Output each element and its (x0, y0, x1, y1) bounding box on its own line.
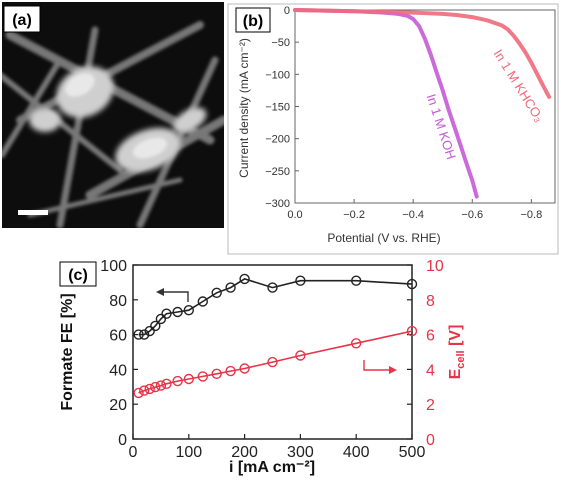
chart-b-x-tick-label: −0.8 (521, 209, 543, 221)
chart-c-point-fe (211, 287, 222, 298)
chart-c-point-fe (406, 278, 418, 290)
chart-b-x-tick-label: −0.6 (461, 209, 483, 221)
chart-c-x-tick-label: 200 (231, 444, 258, 461)
chart-c-point-ecell (161, 378, 172, 389)
chart-c-point-ecell (138, 385, 150, 396)
chart-c-left-y-tick-label: 0 (118, 432, 127, 449)
chart-c-point-ecell (225, 365, 236, 377)
chart-c-right-y-tick-label: 6 (426, 328, 435, 345)
chart-c-series-line-ecell (138, 330, 413, 394)
chart-b-y-tick-label: −150 (265, 102, 290, 114)
chart-c-right-y-tick-label: 8 (426, 293, 435, 310)
chart-c-left-y-tick-label: 20 (109, 397, 127, 414)
chart-c-right-y-tick-label: 10 (426, 258, 444, 275)
panel-c-label-box (59, 261, 97, 287)
arrow-to-left-axis (156, 288, 189, 302)
chart-c-series (133, 273, 418, 399)
chart-c-point-fe (225, 282, 236, 293)
chart-c-x-tick-label: 100 (175, 444, 202, 461)
panel-b-label: (b) (243, 13, 263, 30)
chart-c-left-y-tick-label: 80 (109, 293, 127, 310)
chart-c-point-ecell (144, 383, 155, 395)
chart-c-left-y-tick-label: 40 (109, 362, 127, 379)
chart-c-point-ecell (267, 356, 278, 368)
chart-c-x-tick-label: 0 (129, 444, 138, 461)
chart-c-left-y-axis-label: Formate FE [%] (59, 293, 76, 410)
chart-b-ticks: 0.0 −0.2 −0.4 −0.6 −0.8 0 −50 −100 −150 −200 −250 −… (265, 5, 542, 221)
chart-c-point-fe (172, 306, 183, 318)
chart-c-point-fe (155, 313, 167, 325)
chart-c-point-ecell (406, 325, 418, 337)
chart-c-point-ecell (183, 373, 195, 385)
panel-b: (b) 0.0 −0.2 −0.4 −0.6 −0.8 0 −50 −100 −150 −200 −… (227, 3, 559, 255)
chart-c-right-y-tick-label: 4 (426, 362, 435, 379)
chart-c-point-ecell (351, 338, 362, 349)
scale-bar (18, 210, 48, 215)
chart-b-x-tick-label: −0.4 (402, 209, 424, 221)
chart-c-point-ecell (197, 371, 209, 382)
chart-c-point-fe (239, 273, 250, 285)
chart-c-point-ecell (155, 380, 167, 391)
chart-c-x-tick-label: 400 (343, 444, 370, 461)
chart-b-y-tick-label: −50 (271, 37, 290, 49)
chart-b-series-line-khco3 (293, 8, 552, 99)
chart-b-y-tick-label: −200 (265, 134, 290, 146)
chart-c-point-fe (183, 305, 195, 316)
chart-c-point-ecell (133, 387, 144, 399)
chart-b-series (293, 8, 552, 199)
chart-c-series-line-fe (138, 278, 413, 336)
chart-c-right-y-axis-label: Ecell [V] (447, 325, 467, 380)
tem-micrograph-features (2, 21, 224, 228)
chart-c-point-ecell (239, 363, 250, 374)
chart-b-x-tick-label: −0.2 (343, 209, 365, 221)
chart-c-point-ecell (150, 381, 161, 393)
panel-a: (a) (2, 2, 224, 228)
chart-c-point-fe (351, 275, 362, 286)
chart-b-y-tick-label: −100 (265, 69, 290, 81)
chart-b-y-tick-label: 0 (284, 5, 290, 17)
chart-c-left-y-tick-label: 60 (109, 328, 127, 345)
chart-c-x-tick-label: 500 (399, 444, 426, 461)
chart-c-x-axis-label: i [mA cm⁻²] (229, 459, 315, 476)
chart-b-y-tick-label: −250 (265, 166, 290, 178)
panel-a-label: (a) (12, 12, 32, 29)
chart-c-right-y-tick-label: 2 (426, 397, 435, 414)
panel-b-frame (227, 3, 559, 255)
chart-c-left-y-tick-label: 100 (100, 258, 127, 275)
chart-b-x-tick-label: 0.0 (287, 209, 302, 221)
chart-c-point-fe (267, 282, 278, 293)
chart-c-point-fe (138, 329, 150, 340)
chart-c-right-y-tick-label: 0 (426, 432, 435, 449)
panel-a-label-box (3, 5, 41, 33)
panel-c-label: (c) (68, 267, 88, 284)
panel-c: (c) 0 100 200 300 400 5000204060801000246810 … (59, 258, 467, 476)
arrow-to-right-axis (363, 360, 397, 374)
chart-b-y-tick-label: −300 (265, 198, 290, 210)
chart-b-y-axis-label: Current density (mA cm⁻²) (237, 38, 251, 178)
chart-c-plot-area (132, 264, 413, 440)
chart-c-point-ecell (172, 375, 183, 387)
panel-b-label-box (235, 7, 271, 33)
chart-c-point-fe (150, 320, 161, 332)
chart-c-point-fe (295, 275, 306, 286)
chart-c-point-fe (161, 308, 172, 319)
chart-c-point-fe (133, 329, 144, 340)
chart-c-point-ecell (295, 350, 306, 361)
chart-c-x-tick-label: 300 (287, 444, 314, 461)
chart-c-point-fe (144, 325, 155, 337)
chart-c-point-ecell (211, 368, 222, 379)
chart-b-x-axis-label: Potential (V vs. RHE) (327, 231, 440, 245)
chart-c-point-fe (197, 296, 209, 307)
